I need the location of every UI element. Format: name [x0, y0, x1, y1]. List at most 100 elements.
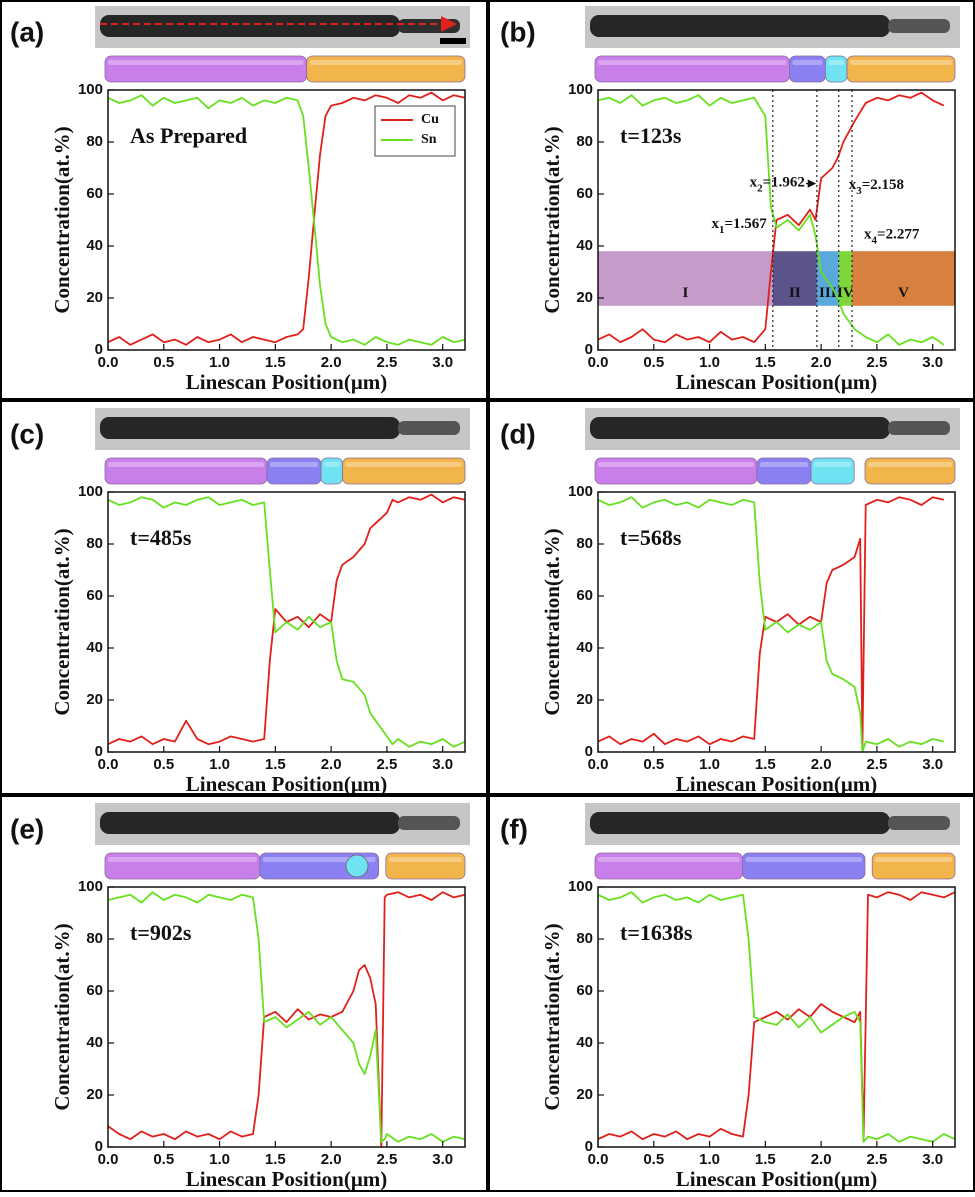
plot-frame — [107, 491, 466, 753]
annotation: As Prepared — [130, 123, 247, 148]
marker-sub: 3 — [856, 185, 862, 197]
micrograph-tail — [888, 19, 950, 33]
y-tick-label: 40 — [576, 639, 593, 656]
x-tick-label: 2.0 — [811, 354, 832, 371]
rod-segment — [385, 852, 466, 880]
rod-highlight — [760, 462, 808, 467]
x-tick-label: 3.0 — [922, 354, 943, 371]
y-tick-label: 100 — [78, 81, 103, 98]
marker-sub: 1 — [719, 224, 725, 236]
rod-highlight — [309, 60, 462, 65]
y-tick-label: 80 — [576, 535, 593, 552]
marker-sub: 2 — [757, 182, 763, 194]
y-tick-label: 60 — [576, 587, 593, 604]
x-tick-label: 1.0 — [699, 1151, 720, 1168]
rod-segment — [846, 55, 956, 83]
panel: (b)IIIIIIIVVx1=1.567x2=1.962x3=2.158x4=2… — [500, 6, 960, 394]
region-band — [772, 251, 817, 306]
rod-highlight — [108, 857, 257, 862]
rod-segment — [266, 457, 322, 485]
x-tick-label: 2.0 — [321, 1151, 342, 1168]
rod-segment — [320, 457, 344, 485]
marker-var: x — [750, 175, 758, 191]
annotation: t=123s — [620, 123, 682, 148]
x-tick-label: 3.0 — [922, 1151, 943, 1168]
marker-label: x2=1.962 — [750, 175, 805, 194]
x-tick-label: 0.0 — [588, 1151, 609, 1168]
series-line — [597, 891, 956, 1143]
y-tick-label: 20 — [576, 289, 593, 306]
rod-highlight — [598, 857, 740, 862]
rod-highlight — [828, 60, 844, 65]
y-tick-label: 20 — [86, 289, 103, 306]
series-line — [597, 496, 945, 748]
y-axis-label: Concentration(at.%) — [50, 126, 74, 313]
rod-segment — [594, 55, 790, 83]
y-axis-label: Concentration(at.%) — [540, 126, 564, 313]
x-axis-label: Linescan Position(μm) — [676, 1167, 878, 1191]
marker-label: x4=2.277 — [864, 227, 920, 246]
rod-segment — [104, 457, 268, 485]
y-tick-label: 20 — [86, 691, 103, 708]
y-tick-label: 60 — [576, 185, 593, 202]
series-line — [597, 94, 945, 346]
marker-label: x1=1.567 — [712, 217, 768, 236]
x-tick-label: 0.5 — [153, 354, 174, 371]
rod-segment — [864, 457, 956, 485]
x-tick-label: 2.5 — [376, 756, 397, 773]
series-line — [597, 496, 945, 753]
marker-var: x — [849, 178, 857, 194]
y-tick-label: 80 — [86, 930, 103, 947]
x-tick-label: 3.0 — [432, 756, 453, 773]
y-axis-label: Concentration(at.%) — [50, 528, 74, 715]
panel-label: (e) — [10, 813, 44, 844]
x-axis-label: Linescan Position(μm) — [676, 772, 878, 796]
x-tick-label: 2.5 — [866, 1151, 887, 1168]
scale-bar — [440, 38, 466, 44]
annotation: t=902s — [130, 920, 192, 945]
x-tick-label: 2.5 — [376, 1151, 397, 1168]
marker-sub: 4 — [872, 234, 878, 246]
region-band — [598, 251, 773, 306]
x-axis-label: Linescan Position(μm) — [676, 370, 878, 394]
series-line — [107, 91, 466, 346]
marker-var: x — [864, 227, 872, 243]
plot-frame — [597, 89, 956, 351]
rod-highlight — [270, 462, 318, 467]
rod-segment — [742, 852, 866, 880]
micrograph-tail — [398, 816, 460, 830]
micrograph-rod — [100, 15, 400, 37]
rod-highlight — [108, 60, 304, 65]
panel: (e) 0.0 0.5 1.0 1.5 2.0 2.5 3.0 0 20 40 60 80 100 Line… — [10, 803, 470, 1191]
y-tick-label: 0 — [95, 341, 103, 358]
micrograph-rod — [100, 812, 400, 834]
series-line — [597, 891, 956, 1141]
y-tick-label: 40 — [86, 1034, 103, 1051]
rod-highlight — [875, 857, 952, 862]
rod-highlight — [598, 462, 754, 467]
panel: (a) 0.0 0.5 1.0 1.5 2.0 2.5 3.0 0 20 40 60 80 100 Line… — [10, 6, 470, 394]
x-tick-label: 2.5 — [866, 354, 887, 371]
region-label: II — [789, 285, 801, 301]
x-tick-label: 0.0 — [588, 354, 609, 371]
series-line — [597, 91, 945, 344]
marker-label: x3=2.158 — [849, 178, 904, 197]
x-tick-label: 3.0 — [922, 756, 943, 773]
y-tick-label: 80 — [576, 133, 593, 150]
panel-label: (b) — [500, 16, 536, 47]
region-band — [852, 251, 955, 306]
legend-box — [374, 105, 456, 157]
panel-label: (d) — [500, 418, 536, 449]
series-line — [107, 891, 466, 1143]
series-line — [107, 94, 466, 346]
x-tick-label: 2.5 — [376, 354, 397, 371]
x-tick-label: 1.0 — [699, 354, 720, 371]
marker-value: =2.158 — [862, 178, 904, 194]
rod-highlight — [792, 60, 823, 65]
micrograph-rod — [590, 417, 890, 439]
rod-highlight — [345, 462, 462, 467]
rod-bubble — [345, 854, 369, 878]
x-tick-label: 0.5 — [153, 1151, 174, 1168]
